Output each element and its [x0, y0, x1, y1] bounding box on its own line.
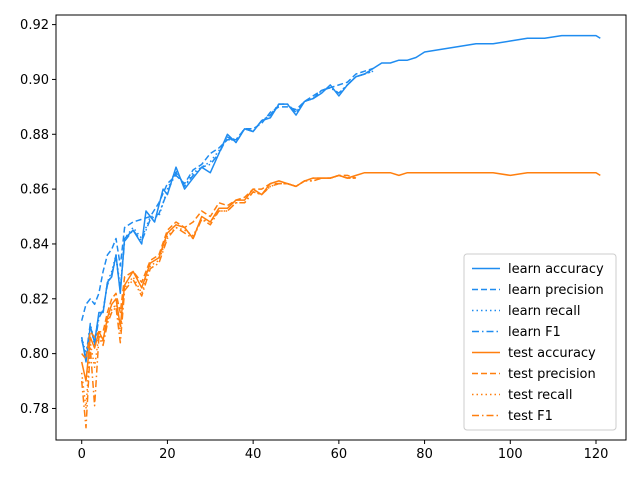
legend-label-test-f1: test F1 — [508, 409, 553, 424]
legend-label-learn-precision: learn precision — [508, 283, 604, 298]
x-tick-label: 20 — [159, 447, 176, 462]
legend-label-learn-recall: learn recall — [508, 304, 580, 319]
series-line-test-f1 — [80, 174, 356, 429]
y-tick-label: 0.86 — [20, 183, 49, 198]
y-axis: 0.78 0.80 0.82 0.84 0.86 0.88 0.90 0.92 — [20, 18, 56, 417]
plot-frame — [55, 14, 627, 441]
y-tick-label: 0.80 — [20, 347, 49, 362]
x-tick-label: 80 — [416, 447, 433, 462]
legend-label-test-recall: test recall — [508, 388, 573, 403]
x-tick-label: 40 — [245, 447, 262, 462]
series-line-learn-recall — [80, 70, 374, 355]
x-tick-label: 120 — [584, 447, 609, 462]
x-tick-label: 60 — [331, 447, 348, 462]
series-line-learn-precision — [80, 67, 374, 321]
series-line-test-recall — [80, 174, 356, 410]
y-tick-label: 0.92 — [20, 18, 49, 33]
legend-label-learn-accuracy: learn accuracy — [508, 262, 604, 277]
legend: learn accuracy learn precision learn recal… — [463, 253, 617, 431]
legend-label-test-precision: test precision — [508, 367, 596, 382]
y-tick-label: 0.82 — [20, 292, 49, 307]
y-tick-label: 0.84 — [20, 237, 49, 252]
legend-label-learn-f1: learn F1 — [508, 325, 561, 340]
y-tick-label: 0.90 — [20, 73, 49, 88]
x-tick-label: 100 — [498, 447, 523, 462]
legend-label-test-accuracy: test accuracy — [508, 346, 596, 361]
legend-box — [463, 253, 617, 431]
series-layer — [80, 34, 601, 429]
x-tick-label: 0 — [78, 447, 86, 462]
x-axis: 0 20 40 60 80 100 120 — [78, 440, 609, 462]
y-tick-label: 0.78 — [20, 402, 49, 417]
y-tick-label: 0.88 — [20, 128, 49, 143]
